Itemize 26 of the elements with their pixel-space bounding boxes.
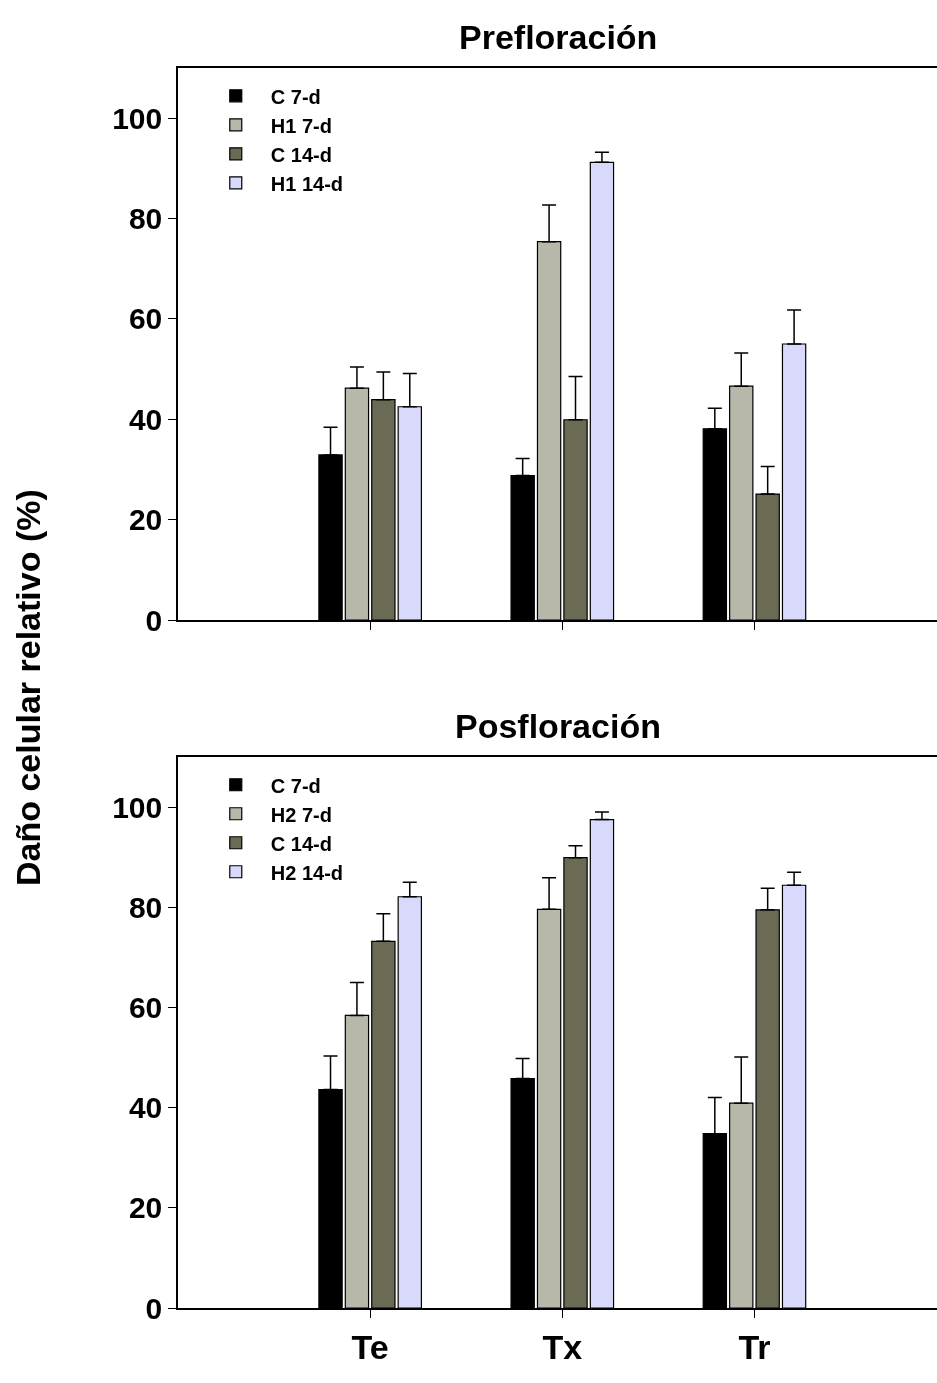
y-tick-label: 80	[128, 202, 163, 236]
y-tick-label: 0	[145, 1291, 163, 1325]
y-tick-label: 100	[112, 101, 163, 135]
x-tick-label: Te	[351, 1327, 389, 1366]
y-axis-title: Daño celular relativo (%)	[9, 489, 47, 886]
legend-label: C 7-d	[270, 85, 321, 108]
y-tick-label: 20	[128, 1191, 163, 1225]
y-tick-label: 80	[128, 890, 163, 924]
y-tick-label: 60	[128, 302, 163, 336]
legend-label: C 14-d	[270, 832, 332, 855]
legend-label: H2 14-d	[270, 861, 344, 884]
x-tick-label: Tx	[542, 1327, 583, 1366]
legend-label: H2 7-d	[270, 803, 332, 826]
y-tick-label: 40	[128, 402, 163, 436]
legend-label: H1 7-d	[270, 114, 332, 137]
y-tick-label: 40	[128, 1091, 163, 1125]
chart-title: Posfloración	[455, 707, 661, 745]
y-tick-label: 0	[145, 603, 163, 637]
y-tick-label: 100	[112, 790, 163, 824]
chart-title: Prefloración	[459, 18, 658, 56]
x-tick-label: Tr	[738, 1327, 771, 1366]
legend-label: H1 14-d	[270, 172, 344, 195]
y-tick-label: 20	[128, 503, 163, 537]
y-tick-label: 60	[128, 990, 163, 1024]
legend-label: C 7-d	[270, 774, 321, 797]
legend-label: C 14-d	[270, 143, 332, 166]
